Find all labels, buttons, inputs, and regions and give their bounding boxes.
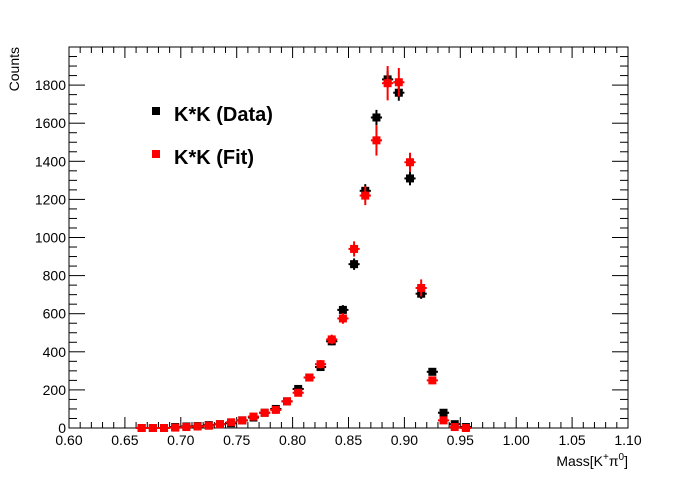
x-tick-label: 0.60 [55, 432, 82, 448]
x-tick-label: 1.10 [614, 432, 641, 448]
y-axis-ticks [69, 56, 628, 429]
data-point [249, 412, 258, 421]
x-tick-label: 0.75 [223, 432, 250, 448]
x-axis-ticks [68, 47, 629, 428]
data-point [439, 408, 448, 417]
y-tick-label: 600 [43, 306, 67, 322]
y-tick-label: 800 [43, 268, 67, 284]
data-point [283, 397, 292, 406]
data-point [450, 423, 459, 432]
y-axis-title: Counts [6, 47, 22, 91]
x-tick-label: 0.65 [111, 432, 138, 448]
data-point [227, 418, 236, 427]
data-point [439, 416, 448, 425]
series-fit [136, 66, 472, 432]
series-layer [136, 66, 472, 432]
y-tick-label: 200 [43, 382, 67, 398]
legend: K*K (Data) K*K (Fit) [152, 104, 273, 169]
x-tick-label: 0.80 [279, 432, 306, 448]
data-point [372, 113, 381, 122]
x-tick-label: 1.05 [558, 432, 585, 448]
data-point [182, 423, 191, 432]
y-tick-label: 400 [43, 344, 67, 360]
data-point [137, 424, 146, 432]
data-point [338, 305, 347, 314]
x-tick-label: 0.95 [447, 432, 474, 448]
data-point [294, 388, 303, 397]
data-point [148, 424, 157, 432]
y-tick-label: 1200 [35, 191, 66, 207]
plot-frame [68, 46, 629, 429]
x-tick-label: 0.90 [391, 432, 418, 448]
data-point [405, 174, 414, 183]
legend-label-data: K*K (Data) [174, 104, 273, 126]
x-axis-title: Mass[K+π0] [556, 452, 628, 469]
y-tick-label: 1600 [35, 115, 66, 131]
x-tick-label: 0.70 [167, 432, 194, 448]
data-point [372, 136, 381, 145]
y-tick-label: 0 [58, 420, 66, 436]
data-point [238, 416, 247, 425]
y-tick-label: 1400 [35, 153, 66, 169]
data-point [428, 376, 437, 385]
data-point [405, 158, 414, 167]
x-tick-label: 1.00 [503, 432, 530, 448]
data-point [361, 191, 370, 200]
data-point [260, 408, 269, 417]
data-point [350, 260, 359, 269]
x-tick-label: 0.85 [335, 432, 362, 448]
legend-label-fit: K*K (Fit) [174, 147, 254, 169]
data-point [338, 314, 347, 323]
data-point [394, 78, 403, 87]
data-point [428, 367, 437, 376]
data-point [461, 424, 470, 432]
data-point [215, 420, 224, 429]
data-point [193, 422, 202, 431]
x-axis-tick-labels: 0.60 0.65 0.70 0.75 0.80 0.85 0.90 0.95 1.00 1.05… [55, 432, 641, 448]
data-point [271, 405, 280, 414]
data-point [383, 79, 392, 88]
data-point [316, 360, 325, 369]
y-tick-label: 1800 [35, 77, 66, 93]
data-point [350, 244, 359, 253]
data-point [417, 283, 426, 292]
y-tick-label: 1000 [35, 230, 66, 246]
data-point [204, 421, 213, 430]
legend-marker-data [152, 107, 160, 115]
data-point [171, 423, 180, 432]
y-axis-tick-labels: 0 200 400 600 800 1000 1200 1400 1600 1800 [35, 77, 66, 436]
data-point [160, 424, 169, 432]
data-point [305, 373, 314, 382]
data-point [327, 335, 336, 344]
legend-marker-fit [152, 150, 160, 158]
